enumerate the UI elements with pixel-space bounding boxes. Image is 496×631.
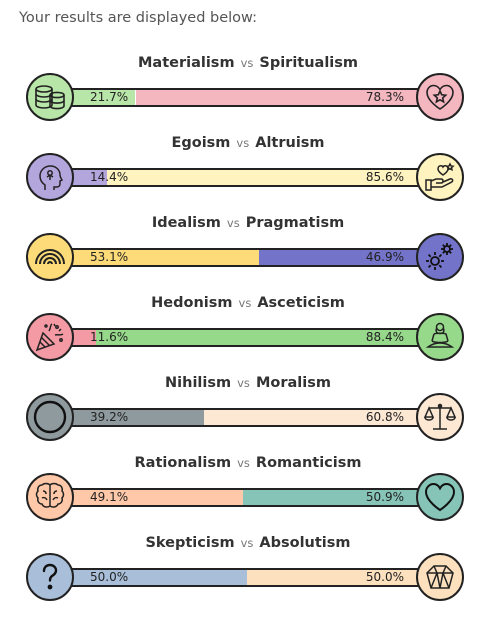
crystal-icon bbox=[416, 553, 464, 601]
heart-star-icon bbox=[416, 73, 464, 121]
coins-icon bbox=[26, 73, 74, 121]
vs-label: vs bbox=[240, 56, 254, 70]
right-axis-label: Moralism bbox=[255, 375, 331, 391]
result-bar: 53.1% 46.9% bbox=[48, 248, 446, 267]
axis-title: Idealism vs Pragmatism bbox=[0, 215, 496, 231]
left-percentage: 11.6% bbox=[90, 330, 129, 344]
result-row: Materialism vs Spiritualism 21.7% 78.3% bbox=[0, 55, 496, 135]
heart-icon bbox=[416, 473, 464, 521]
hand-heart-icon bbox=[416, 153, 464, 201]
vs-label: vs bbox=[237, 376, 250, 390]
right-percentage: 50.0% bbox=[365, 570, 404, 584]
right-axis-label: Pragmatism bbox=[245, 215, 345, 231]
axis-title: Rationalism vs Romanticism bbox=[0, 455, 496, 471]
vs-label: vs bbox=[237, 456, 250, 470]
axis-title: Materialism vs Spiritualism bbox=[0, 55, 496, 71]
axis-title: Egoism vs Altruism bbox=[0, 135, 496, 151]
axis-title: Hedonism vs Asceticism bbox=[0, 295, 496, 311]
result-row: Rationalism vs Romanticism 49.1% 50.9% bbox=[0, 455, 496, 535]
right-bar-fill bbox=[259, 250, 444, 265]
left-axis-label: Nihilism bbox=[165, 375, 232, 391]
result-row: Hedonism vs Asceticism 11.6% 88.4% bbox=[0, 295, 496, 375]
left-bar-fill bbox=[50, 570, 247, 585]
result-bar: 39.2% 60.8% bbox=[48, 408, 446, 427]
right-percentage: 50.9% bbox=[365, 490, 404, 504]
result-bar: 50.0% 50.0% bbox=[48, 568, 446, 587]
left-percentage: 14.4% bbox=[90, 170, 129, 184]
left-axis-label: Rationalism bbox=[134, 455, 232, 471]
rainbow-icon bbox=[26, 233, 74, 281]
result-bar: 21.7% 78.3% bbox=[48, 88, 446, 107]
result-bar: 49.1% 50.9% bbox=[48, 488, 446, 507]
scales-icon bbox=[416, 393, 464, 441]
left-axis-label: Skepticism bbox=[145, 535, 235, 551]
axis-title: Skepticism vs Absolutism bbox=[0, 535, 496, 551]
right-percentage: 78.3% bbox=[365, 90, 404, 104]
vs-label: vs bbox=[238, 296, 252, 310]
right-axis-label: Romanticism bbox=[255, 455, 362, 471]
question-mark-icon bbox=[26, 553, 74, 601]
right-axis-label: Altruism bbox=[255, 135, 325, 151]
right-bar-fill bbox=[135, 90, 444, 105]
vs-label: vs bbox=[240, 536, 254, 550]
right-axis-label: Absolutism bbox=[259, 535, 351, 551]
results-intro: Your results are displayed below: bbox=[19, 10, 258, 26]
meditation-icon bbox=[416, 313, 464, 361]
left-percentage: 39.2% bbox=[90, 410, 129, 424]
right-percentage: 88.4% bbox=[365, 330, 404, 344]
axis-title: Nihilism vs Moralism bbox=[0, 375, 496, 391]
gears-icon bbox=[416, 233, 464, 281]
left-bar-fill bbox=[50, 250, 260, 265]
party-popper-icon bbox=[26, 313, 74, 361]
left-bar-fill bbox=[50, 410, 205, 425]
right-bar-fill bbox=[243, 490, 444, 505]
empty-circle-icon bbox=[26, 393, 74, 441]
result-bar: 14.4% 85.6% bbox=[48, 168, 446, 187]
right-percentage: 60.8% bbox=[365, 410, 404, 424]
result-bar: 11.6% 88.4% bbox=[48, 328, 446, 347]
left-bar-fill bbox=[50, 490, 244, 505]
vs-label: vs bbox=[226, 216, 240, 230]
left-percentage: 50.0% bbox=[90, 570, 129, 584]
vs-label: vs bbox=[236, 136, 250, 150]
left-percentage: 53.1% bbox=[90, 250, 129, 264]
right-bar-fill bbox=[204, 410, 444, 425]
right-bar-fill bbox=[95, 330, 444, 345]
right-axis-label: Asceticism bbox=[257, 295, 345, 311]
brain-icon bbox=[26, 473, 74, 521]
result-row: Egoism vs Altruism 14.4% 85.6% bbox=[0, 135, 496, 215]
right-percentage: 46.9% bbox=[365, 250, 404, 264]
left-percentage: 49.1% bbox=[90, 490, 129, 504]
result-row: Nihilism vs Moralism 39.2% 60.8% bbox=[0, 375, 496, 455]
left-axis-label: Idealism bbox=[151, 215, 221, 231]
result-row: Skepticism vs Absolutism 50.0% 50.0% bbox=[0, 535, 496, 615]
head-profile-icon bbox=[26, 153, 74, 201]
left-percentage: 21.7% bbox=[90, 90, 129, 104]
left-axis-label: Egoism bbox=[171, 135, 231, 151]
result-row: Idealism vs Pragmatism 53.1% 46.9% bbox=[0, 215, 496, 295]
left-axis-label: Hedonism bbox=[151, 295, 233, 311]
right-bar-fill bbox=[247, 570, 444, 585]
right-bar-fill bbox=[106, 170, 444, 185]
right-percentage: 85.6% bbox=[365, 170, 404, 184]
right-axis-label: Spiritualism bbox=[259, 55, 359, 71]
left-axis-label: Materialism bbox=[137, 55, 235, 71]
